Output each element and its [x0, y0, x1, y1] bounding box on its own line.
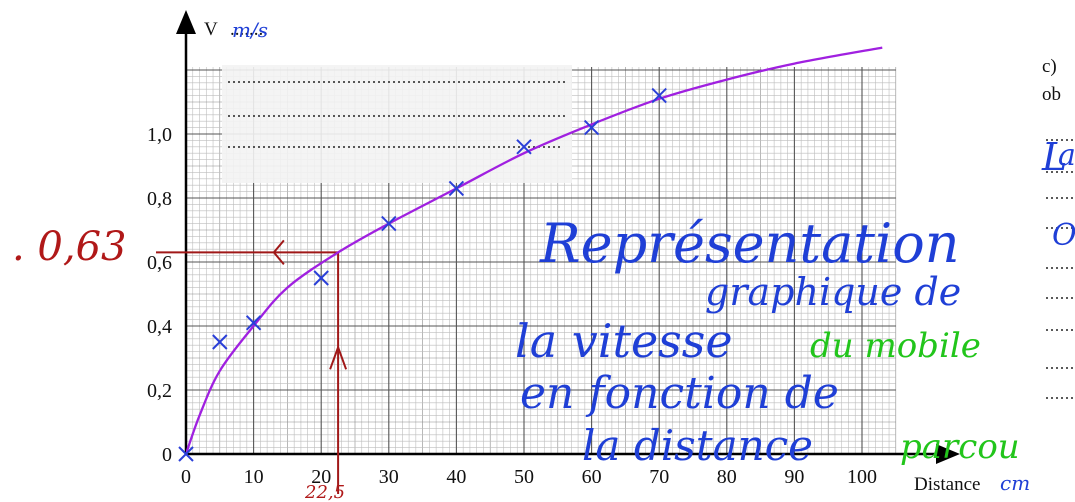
- caption-green-1: du mobile: [810, 326, 981, 366]
- x-tick-label: 80: [717, 466, 737, 488]
- x-tick-label: 30: [379, 466, 399, 488]
- x-tick-label: 50: [514, 466, 534, 488]
- x-reading-handwritten: 22,5: [304, 482, 345, 502]
- margin-heading-cont: ob: [1042, 84, 1061, 105]
- y-tick-label: 0,2: [147, 380, 172, 402]
- right-margin: c) ob L a O: [1041, 56, 1075, 399]
- y-tick-labels: 0 0,2 0,4 0,6 0,8 1,0: [147, 124, 172, 466]
- answer-box: [222, 65, 572, 183]
- caption-green-2: parcou: [900, 427, 1020, 467]
- x-tick-label: 100: [847, 466, 877, 488]
- caption-line-4: en fonction de: [520, 368, 839, 419]
- y-axis-dots: ........: [230, 19, 268, 40]
- data-points: [178, 87, 667, 462]
- data-point: [448, 180, 465, 197]
- data-point: [313, 270, 329, 286]
- caption-line-1: Représentation: [539, 212, 960, 275]
- data-point: [381, 215, 397, 232]
- y-tick-label: 0,8: [147, 188, 172, 210]
- reading-value-label: . 0,63: [12, 224, 127, 270]
- graphical-reading: [156, 239, 348, 494]
- y-tick-label: 1,0: [147, 124, 172, 146]
- data-point: [583, 119, 600, 136]
- margin-hand-letter: a: [1058, 138, 1075, 173]
- x-tick-label: 20: [311, 466, 331, 488]
- x-unit-handwritten: cm: [1000, 471, 1030, 495]
- margin-hand-letter: L: [1041, 135, 1067, 179]
- y-unit-handwritten: m/s: [232, 18, 268, 42]
- data-point: [516, 139, 532, 155]
- x-tick-label: 90: [784, 466, 804, 488]
- margin-heading: c): [1042, 56, 1057, 77]
- handwritten-caption: Représentation graphique de la vitesse d…: [515, 212, 1020, 470]
- data-point: [651, 87, 667, 104]
- y-axis-arrow: [176, 10, 196, 34]
- caption-line-5: la distance: [582, 421, 813, 470]
- x-tick-label: 40: [446, 466, 466, 488]
- y-axis-title: V: [204, 19, 218, 40]
- margin-hand-letter: O: [1052, 218, 1075, 253]
- reading-up-arrow: [329, 344, 348, 370]
- caption-line-3: la vitesse: [515, 314, 733, 368]
- data-point: [212, 334, 228, 350]
- caption-line-2: graphique de: [705, 270, 961, 314]
- data-point: [245, 315, 262, 331]
- x-axis-title: Distance: [914, 474, 980, 495]
- x-tick-label: 0: [181, 466, 191, 488]
- reading-left-arrow: [272, 239, 285, 266]
- y-tick-label: 0,6: [147, 252, 172, 274]
- x-axis-arrow: [936, 444, 960, 464]
- y-tick-label: 0,4: [147, 316, 172, 338]
- y-tick-label: 0: [162, 444, 172, 466]
- x-tick-label: 10: [244, 466, 264, 488]
- x-tick-labels: 0 10 20 30 40 50 60 70 80 90 100: [181, 466, 877, 488]
- data-point: [178, 446, 194, 462]
- x-tick-label: 70: [649, 466, 669, 488]
- x-tick-label: 60: [582, 466, 602, 488]
- fitted-curve: [186, 46, 883, 454]
